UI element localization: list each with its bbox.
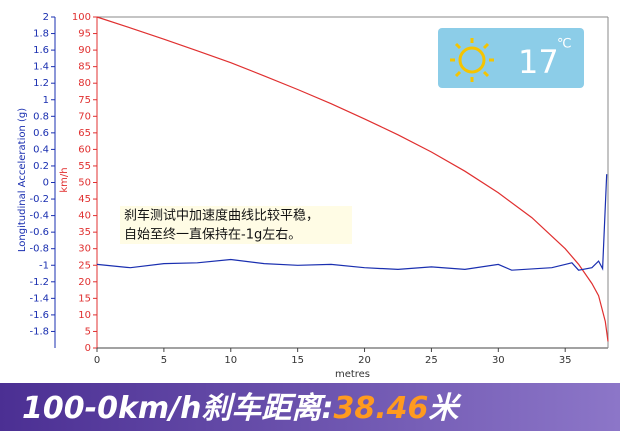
y-tick-label: 1.6 — [33, 45, 49, 56]
y-tick-label: -0.4 — [29, 211, 49, 222]
y-tick-label: 0.6 — [33, 128, 49, 139]
series-line — [96, 16, 609, 342]
x-tick-label: 30 — [492, 355, 505, 366]
annotation: 刹车测试中加速度曲线比较平稳， 自始至终一直保持在-1g左右。 — [120, 206, 352, 244]
y-tick-label: 1.2 — [33, 78, 49, 89]
x-tick-label: 10 — [224, 355, 237, 366]
y-tick-label: -1.8 — [29, 326, 49, 337]
y-tick-label: 0 — [43, 178, 49, 189]
y-tick-label: -1.2 — [29, 277, 49, 288]
y-tick-label: 1 — [43, 95, 49, 106]
y2-tick-label: 80 — [78, 78, 91, 89]
y2-tick-label: 40 — [78, 211, 91, 222]
y2-tick-label: 75 — [78, 95, 91, 106]
y-tick-label: -1 — [39, 260, 49, 271]
y-tick-label: 0.8 — [33, 111, 49, 122]
x-tick-label: 0 — [94, 355, 100, 366]
y-tick-label: -0.6 — [29, 227, 49, 238]
sun-icon — [458, 46, 486, 74]
x-tick-label: 25 — [425, 355, 438, 366]
y2-tick-label: 15 — [78, 293, 91, 304]
x-tick-label: 15 — [291, 355, 304, 366]
y2-tick-label: 5 — [85, 326, 91, 337]
y-tick-label: 1.4 — [33, 62, 49, 73]
y2-axis-label: km/h — [59, 167, 70, 192]
y2-tick-label: 30 — [78, 244, 91, 255]
y2-tick-label: 70 — [78, 111, 91, 122]
y-tick-label: 0.2 — [33, 161, 49, 172]
x-tick-label: 5 — [161, 355, 167, 366]
y-tick-label: -0.2 — [29, 194, 49, 205]
y-axis-label: Longitudinal Acceleration (g) — [17, 108, 28, 252]
banner-label: 100-0km/h刹车距离:38.46米 — [22, 391, 462, 426]
y2-tick-label: 90 — [78, 45, 91, 56]
y2-tick-label: 95 — [78, 29, 91, 40]
y2-tick-label: 60 — [78, 144, 91, 155]
y2-tick-label: 0 — [85, 343, 91, 354]
y2-tick-label: 65 — [78, 128, 91, 139]
x-axis-label: metres — [335, 369, 370, 380]
banner — [0, 383, 620, 431]
annotation-box — [120, 206, 352, 244]
y2-tick-label: 85 — [78, 62, 91, 73]
annotation-text: 刹车测试中加速度曲线比较平稳， — [124, 208, 319, 224]
y2-tick-label: 25 — [78, 260, 91, 271]
y2-tick-label: 45 — [78, 194, 91, 205]
y2-tick-label: 50 — [78, 178, 91, 189]
annotation-text: 自始至终一直保持在-1g左右。 — [124, 227, 301, 243]
x-tick-label: 20 — [358, 355, 371, 366]
y-tick-label: -0.8 — [29, 244, 49, 255]
series-line — [96, 174, 608, 271]
y2-tick-label: 35 — [78, 227, 91, 238]
y-tick-label: 0.4 — [33, 144, 49, 155]
y-tick-label: 1.8 — [33, 29, 49, 40]
y2-tick-label: 10 — [78, 310, 91, 321]
y-tick-label: -1.6 — [29, 310, 49, 321]
sun-rays — [450, 38, 494, 82]
y2-tick-label: 55 — [78, 161, 91, 172]
y2-tick-label: 100 — [72, 12, 91, 23]
weather-widget: 17 ℃ — [438, 28, 584, 88]
temperature: 17 — [518, 43, 559, 81]
y2-tick-label: 20 — [78, 277, 91, 288]
temperature-unit: ℃ — [557, 37, 572, 52]
y-tick-label: 2 — [43, 12, 49, 23]
y-tick-label: -1.4 — [29, 293, 49, 304]
x-tick-label: 35 — [559, 355, 572, 366]
